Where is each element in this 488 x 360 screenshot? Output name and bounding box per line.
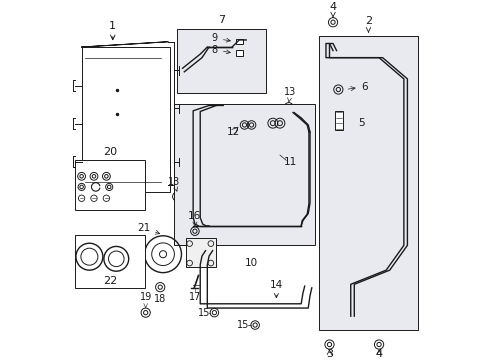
Bar xyxy=(235,39,243,44)
Bar xyxy=(74,160,145,210)
Text: 11: 11 xyxy=(284,157,297,167)
Bar xyxy=(173,104,315,246)
Text: 4: 4 xyxy=(329,2,336,17)
Text: 1: 1 xyxy=(109,21,116,40)
Text: 15: 15 xyxy=(236,320,248,330)
Text: 22: 22 xyxy=(102,276,117,287)
Text: 10: 10 xyxy=(244,258,258,268)
Text: 4: 4 xyxy=(375,349,382,359)
Text: 3: 3 xyxy=(325,349,332,359)
Bar xyxy=(235,50,243,56)
Text: 12: 12 xyxy=(226,127,239,137)
Text: 2: 2 xyxy=(364,16,371,32)
Bar xyxy=(81,47,170,192)
Bar xyxy=(185,238,216,267)
Text: 7: 7 xyxy=(218,15,224,26)
Text: 13: 13 xyxy=(167,177,180,191)
Text: 20: 20 xyxy=(102,147,117,157)
Text: 6: 6 xyxy=(347,81,367,91)
Bar xyxy=(177,29,265,93)
Bar xyxy=(74,235,145,288)
Text: 17: 17 xyxy=(188,292,201,302)
Text: 13: 13 xyxy=(284,87,296,102)
Text: 15: 15 xyxy=(197,309,209,318)
Text: 8: 8 xyxy=(211,45,230,55)
Bar xyxy=(334,111,342,130)
Text: 5: 5 xyxy=(357,118,364,128)
Text: 9: 9 xyxy=(211,33,230,43)
Bar xyxy=(318,36,417,330)
Text: 21: 21 xyxy=(137,223,160,234)
Text: 14: 14 xyxy=(269,280,283,298)
Text: 19: 19 xyxy=(139,292,151,308)
Text: 18: 18 xyxy=(154,294,166,304)
Text: 16: 16 xyxy=(188,211,201,226)
